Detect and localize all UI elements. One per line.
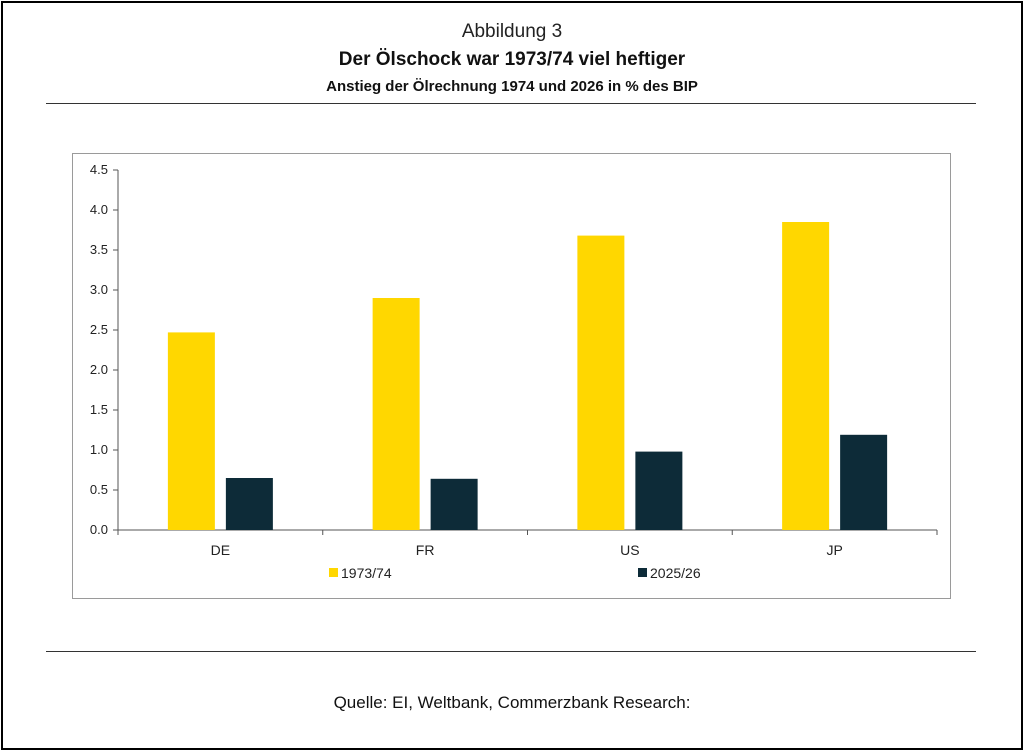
bar-chart: 0.0 0.5 1.0 1.5 2.0 2.5 3.0 3.5 4.0 4.5 DE FR US JP 19… — [90, 162, 938, 581]
y-tick-label: 2.5 — [90, 322, 108, 337]
bar-jp-2025-26 — [840, 434, 888, 530]
y-tick-label: 1.5 — [90, 402, 108, 417]
x-tick-label-fr: FR — [416, 542, 435, 558]
chart-area: 0.0 0.5 1.0 1.5 2.0 2.5 3.0 3.5 4.0 4.5 DE FR US JP 19… — [72, 153, 951, 599]
bar-de-2025-26 — [225, 478, 273, 530]
x-tick-label-us: US — [620, 542, 639, 558]
chart-title: Der Ölschock war 1973/74 viel heftiger — [338, 49, 686, 70]
bar-fr-1973-74 — [372, 298, 420, 530]
figure-caption: Abbildung 3 — [461, 21, 563, 42]
y-tick-label: 3.0 — [90, 282, 108, 297]
y-tick-label: 0.0 — [90, 522, 108, 537]
y-tick-label: 0.5 — [90, 482, 108, 497]
source-note: Quelle: EI, Weltbank, Commerzbank Resear… — [333, 693, 691, 712]
top-divider — [46, 103, 976, 104]
x-tick-label-de: DE — [211, 542, 230, 558]
legend-label-1973-74: 1973/74 — [341, 565, 392, 581]
legend-swatch-2025-26 — [638, 568, 647, 577]
y-tick-label: 4.5 — [90, 162, 108, 177]
bar-us-1973-74 — [577, 235, 625, 530]
bar-jp-1973-74 — [782, 222, 830, 530]
x-tick-label-jp: JP — [826, 542, 842, 558]
chart-subtitle: Anstieg der Ölrechnung 1974 und 2026 in … — [326, 78, 698, 95]
y-tick-label: 1.0 — [90, 442, 108, 457]
y-tick-label: 4.0 — [90, 202, 108, 217]
legend-label-2025-26: 2025/26 — [650, 565, 701, 581]
bottom-divider — [46, 651, 976, 652]
bar-de-1973-74 — [167, 332, 215, 530]
y-tick-label: 2.0 — [90, 362, 108, 377]
bar-fr-2025-26 — [430, 478, 478, 530]
y-tick-label: 3.5 — [90, 242, 108, 257]
legend-swatch-1973-74 — [329, 568, 338, 577]
bar-us-2025-26 — [635, 451, 683, 530]
